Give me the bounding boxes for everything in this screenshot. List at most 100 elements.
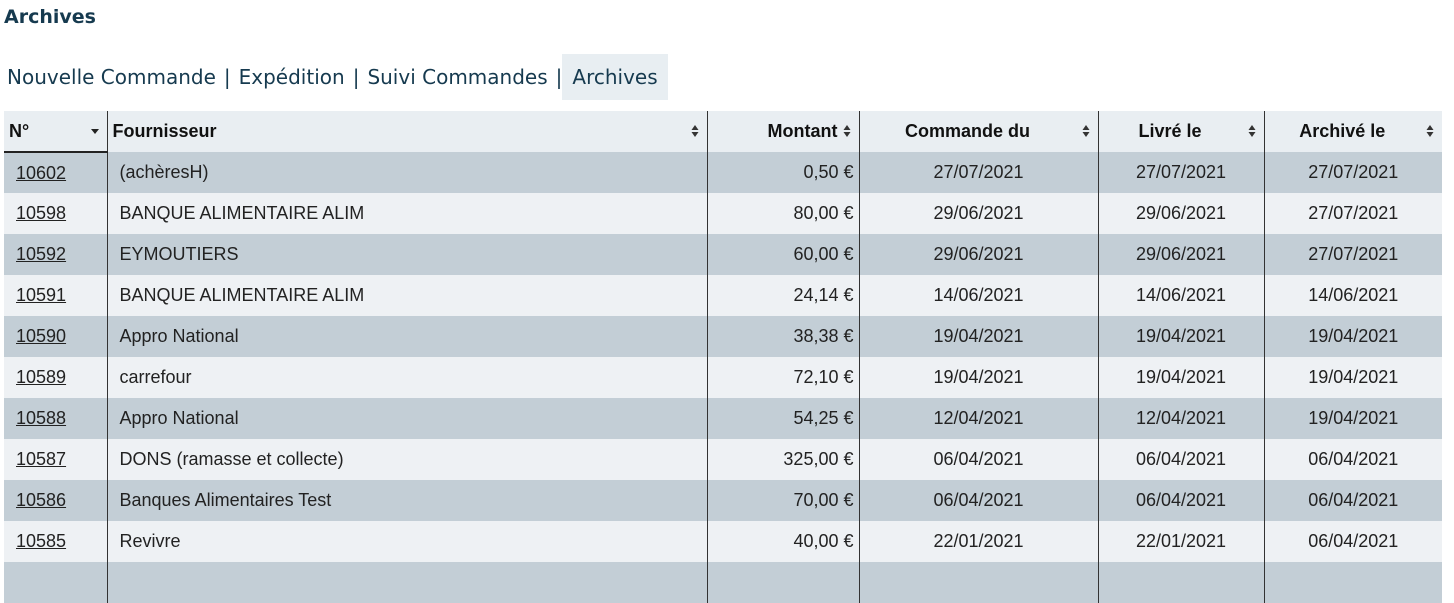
order-number-link[interactable]: 10588 xyxy=(16,408,67,428)
cell-archive-le: 19/04/2021 xyxy=(1264,357,1442,398)
order-number-link[interactable]: 10587 xyxy=(16,449,67,469)
order-number-link[interactable]: 10590 xyxy=(16,326,67,346)
order-number-link[interactable]: 10602 xyxy=(16,162,67,183)
cell-no: 10590 xyxy=(4,316,108,357)
table-row[interactable]: 10590 Appro National 38,38 € 19/04/2021 … xyxy=(4,316,1442,357)
cell-commande-du: 12/04/2021 xyxy=(859,398,1099,439)
table-row[interactable]: 10587 DONS (ramasse et collecte) 325,00 … xyxy=(4,439,1442,480)
tab-archives[interactable]: Archives xyxy=(562,54,668,100)
column-header-label: Fournisseur xyxy=(112,121,217,141)
cell-empty xyxy=(4,562,108,603)
cell-fournisseur: Appro National xyxy=(107,398,708,439)
cell-commande-du: 06/04/2021 xyxy=(859,439,1099,480)
cell-archive-le: 14/06/2021 xyxy=(1264,275,1442,316)
cell-archive-le: 27/07/2021 xyxy=(1264,152,1442,193)
cell-livre-le: 29/06/2021 xyxy=(1098,193,1265,234)
cell-montant: 0,50 € xyxy=(707,152,860,193)
sort-updown-icon xyxy=(1248,125,1255,137)
column-header-label: Livré le xyxy=(1138,121,1202,141)
table-row[interactable]: 10591 BANQUE ALIMENTAIRE ALIM 24,14 € 14… xyxy=(4,275,1442,316)
order-number-link[interactable]: 10589 xyxy=(16,367,67,387)
column-header-fournisseur[interactable]: Fournisseur xyxy=(107,111,708,152)
cell-archive-le: 19/04/2021 xyxy=(1264,316,1442,357)
cell-no: 10587 xyxy=(4,439,108,480)
cell-commande-du: 19/04/2021 xyxy=(859,357,1099,398)
cell-montant: 60,00 € xyxy=(707,234,860,275)
column-header-label: Archivé le xyxy=(1299,121,1386,141)
cell-livre-le: 19/04/2021 xyxy=(1098,357,1265,398)
sort-updown-icon xyxy=(691,125,698,137)
cell-montant: 54,25 € xyxy=(707,398,860,439)
column-header-no[interactable]: N° xyxy=(4,111,108,153)
cell-commande-du: 19/04/2021 xyxy=(859,316,1099,357)
cell-fournisseur: BANQUE ALIMENTAIRE ALIM xyxy=(107,275,708,316)
cell-empty xyxy=(1098,562,1265,603)
cell-no: 10592 xyxy=(4,234,108,275)
tab-expedition[interactable]: Expédition xyxy=(238,65,345,89)
cell-fournisseur: Revivre xyxy=(107,521,708,562)
table-row[interactable]: 10588 Appro National 54,25 € 12/04/2021 … xyxy=(4,398,1442,439)
order-number-link[interactable]: 10592 xyxy=(16,244,67,264)
cell-commande-du: 14/06/2021 xyxy=(859,275,1099,316)
cell-livre-le: 06/04/2021 xyxy=(1098,439,1265,480)
cell-commande-du: 06/04/2021 xyxy=(859,480,1099,521)
cell-fournisseur: DONS (ramasse et collecte) xyxy=(107,439,708,480)
cell-no: 10589 xyxy=(4,357,108,398)
table-header-row: N° Fournisseur Montant Commande du Livré… xyxy=(4,111,1442,153)
nav-separator: | xyxy=(223,65,231,89)
column-header-label: Commande du xyxy=(904,121,1030,141)
table-row-partial xyxy=(4,562,1442,603)
cell-fournisseur: Banques Alimentaires Test xyxy=(107,480,708,521)
cell-fournisseur: EYMOUTIERS xyxy=(107,234,708,275)
column-header-label: Montant xyxy=(767,121,838,141)
table-row[interactable]: 10586 Banques Alimentaires Test 70,00 € … xyxy=(4,480,1442,521)
main-nav: Nouvelle Commande | Expédition | Suivi C… xyxy=(0,54,668,100)
cell-livre-le: 22/01/2021 xyxy=(1098,521,1265,562)
cell-commande-du: 22/01/2021 xyxy=(859,521,1099,562)
cell-montant: 72,10 € xyxy=(707,357,860,398)
order-number-link[interactable]: 10598 xyxy=(16,203,67,223)
tab-suivi-commandes[interactable]: Suivi Commandes xyxy=(367,65,548,89)
cell-archive-le: 06/04/2021 xyxy=(1264,480,1442,521)
cell-montant: 70,00 € xyxy=(707,480,860,521)
caret-down-icon xyxy=(90,129,99,134)
sort-updown-icon xyxy=(1082,125,1089,137)
cell-archive-le: 27/07/2021 xyxy=(1264,234,1442,275)
cell-livre-le: 12/04/2021 xyxy=(1098,398,1265,439)
cell-empty xyxy=(1264,562,1442,603)
cell-archive-le: 06/04/2021 xyxy=(1264,439,1442,480)
cell-no: 10588 xyxy=(4,398,108,439)
cell-fournisseur: carrefour xyxy=(107,357,708,398)
nav-separator: | xyxy=(555,65,563,89)
table-row[interactable]: 10585 Revivre 40,00 € 22/01/2021 22/01/2… xyxy=(4,521,1442,562)
table-row[interactable]: 10592 EYMOUTIERS 60,00 € 29/06/2021 29/0… xyxy=(4,234,1442,275)
cell-empty xyxy=(707,562,860,603)
cell-commande-du: 29/06/2021 xyxy=(859,234,1099,275)
cell-no: 10591 xyxy=(4,275,108,316)
order-number-link[interactable]: 10585 xyxy=(16,531,67,551)
table-row[interactable]: 10589 carrefour 72,10 € 19/04/2021 19/04… xyxy=(4,357,1442,398)
sort-updown-icon xyxy=(1426,125,1434,137)
cell-livre-le: 06/04/2021 xyxy=(1098,480,1265,521)
table-row[interactable]: 10598 BANQUE ALIMENTAIRE ALIM 80,00 € 29… xyxy=(4,193,1442,234)
cell-archive-le: 27/07/2021 xyxy=(1264,193,1442,234)
nav-separator: | xyxy=(352,65,360,89)
cell-commande-du: 29/06/2021 xyxy=(859,193,1099,234)
tab-nouvelle-commande[interactable]: Nouvelle Commande xyxy=(7,65,216,89)
order-number-link[interactable]: 10591 xyxy=(16,285,67,305)
column-header-commande-du[interactable]: Commande du xyxy=(859,111,1099,152)
column-header-archive-le[interactable]: Archivé le xyxy=(1264,111,1442,152)
cell-livre-le: 14/06/2021 xyxy=(1098,275,1265,316)
cell-archive-le: 06/04/2021 xyxy=(1264,521,1442,562)
column-header-livre-le[interactable]: Livré le xyxy=(1098,111,1265,152)
cell-empty xyxy=(107,562,708,603)
page-title: Archives xyxy=(4,6,96,28)
cell-montant: 38,38 € xyxy=(707,316,860,357)
column-header-montant[interactable]: Montant xyxy=(707,111,860,152)
table-row[interactable]: 10602 (achèresH) 0,50 € 27/07/2021 27/07… xyxy=(4,152,1442,193)
order-number-link[interactable]: 10586 xyxy=(16,490,67,510)
column-header-label: N° xyxy=(9,121,30,141)
cell-archive-le: 19/04/2021 xyxy=(1264,398,1442,439)
cell-empty xyxy=(859,562,1099,603)
cell-montant: 325,00 € xyxy=(707,439,860,480)
